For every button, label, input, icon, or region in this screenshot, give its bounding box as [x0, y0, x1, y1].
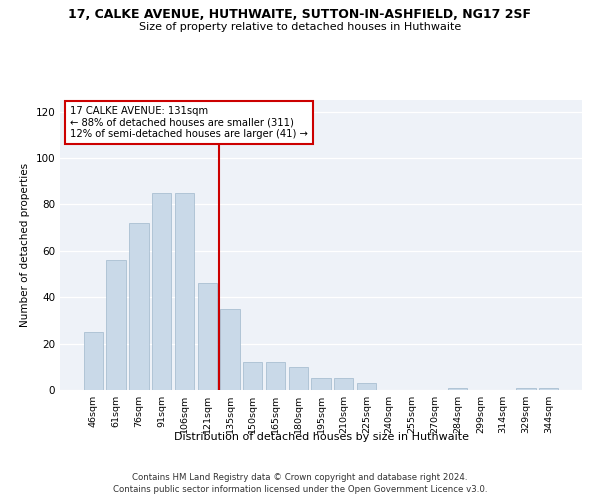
- Bar: [197, 284, 217, 390]
- Bar: [334, 378, 353, 390]
- Bar: [448, 388, 467, 390]
- Bar: [106, 260, 126, 390]
- Bar: [266, 362, 285, 390]
- Text: Size of property relative to detached houses in Huthwaite: Size of property relative to detached ho…: [139, 22, 461, 32]
- Bar: [129, 223, 149, 390]
- Bar: [152, 193, 172, 390]
- Text: Contains HM Land Registry data © Crown copyright and database right 2024.
Contai: Contains HM Land Registry data © Crown c…: [113, 472, 487, 494]
- Bar: [539, 388, 558, 390]
- Bar: [311, 378, 331, 390]
- Bar: [243, 362, 262, 390]
- Bar: [289, 367, 308, 390]
- Text: 17 CALKE AVENUE: 131sqm
← 88% of detached houses are smaller (311)
12% of semi-d: 17 CALKE AVENUE: 131sqm ← 88% of detache…: [70, 106, 308, 139]
- Y-axis label: Number of detached properties: Number of detached properties: [20, 163, 30, 327]
- Bar: [516, 388, 536, 390]
- Bar: [220, 309, 239, 390]
- Text: 17, CALKE AVENUE, HUTHWAITE, SUTTON-IN-ASHFIELD, NG17 2SF: 17, CALKE AVENUE, HUTHWAITE, SUTTON-IN-A…: [68, 8, 532, 20]
- Bar: [357, 383, 376, 390]
- Text: Distribution of detached houses by size in Huthwaite: Distribution of detached houses by size …: [173, 432, 469, 442]
- Bar: [84, 332, 103, 390]
- Bar: [175, 193, 194, 390]
